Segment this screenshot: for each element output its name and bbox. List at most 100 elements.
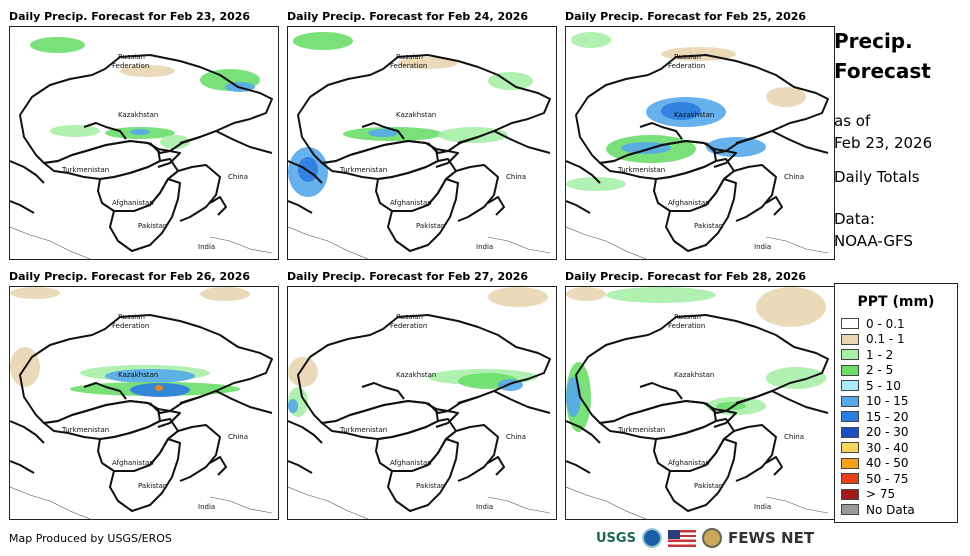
data-label: Data: bbox=[834, 210, 875, 228]
country-label-kazakhstan: Kazakhstan bbox=[396, 111, 436, 119]
country-border bbox=[167, 390, 273, 482]
coastline bbox=[288, 486, 551, 519]
precip-area bbox=[756, 287, 826, 327]
sidebar-info: Precip. Forecast as of Feb 23, 2026 Dail… bbox=[834, 26, 964, 252]
legend-swatch bbox=[841, 426, 859, 438]
precip-area bbox=[716, 402, 746, 410]
country-label-russia-line1: Russian bbox=[118, 53, 145, 61]
country-border bbox=[297, 54, 551, 164]
legend-swatch bbox=[841, 442, 859, 454]
precip-area bbox=[766, 367, 826, 389]
legend-swatch bbox=[841, 318, 859, 330]
country-border bbox=[109, 438, 181, 512]
map-frame: Russian Federation Kazakhstan Turkmenistan A… bbox=[287, 26, 557, 260]
precip-area bbox=[398, 57, 458, 69]
legend-item: 30 - 40 bbox=[841, 440, 957, 456]
country-label-china: China bbox=[784, 433, 804, 441]
legend-label: 5 - 10 bbox=[866, 378, 901, 393]
legend-label: No Data bbox=[866, 502, 915, 517]
coastline bbox=[288, 226, 551, 259]
country-border bbox=[566, 420, 783, 476]
coastline bbox=[10, 486, 273, 519]
country-label-pakistan: Pakistan bbox=[694, 482, 723, 490]
legend-label: 1 - 2 bbox=[866, 347, 894, 362]
precip-area bbox=[298, 157, 318, 182]
country-label-pakistan: Pakistan bbox=[416, 482, 445, 490]
country-label-turkmenistan: Turkmenistan bbox=[61, 166, 109, 174]
country-label-afghanistan: Afghanistan bbox=[112, 459, 154, 467]
precip-area bbox=[566, 377, 581, 417]
legend-swatch bbox=[841, 457, 859, 469]
country-label-russia-line2: Federation bbox=[390, 322, 427, 330]
legend-item: 1 - 2 bbox=[841, 347, 957, 363]
legend-label: 50 - 75 bbox=[866, 471, 909, 486]
legend-swatch bbox=[841, 488, 859, 500]
precip-area bbox=[10, 287, 60, 299]
precip-area bbox=[105, 369, 195, 383]
country-label-china: China bbox=[784, 173, 804, 181]
legend-label: 10 - 15 bbox=[866, 394, 909, 409]
panel-title: Daily Precip. Forecast for Feb 28, 2026 bbox=[565, 270, 807, 283]
country-label-turkmenistan: Turkmenistan bbox=[339, 426, 387, 434]
as-of-date: Feb 23, 2026 bbox=[834, 134, 933, 152]
country-label-russia-line2: Federation bbox=[112, 62, 149, 70]
legend-label: 20 - 30 bbox=[866, 425, 909, 440]
as-of-label: as of bbox=[834, 112, 871, 130]
coastline bbox=[10, 226, 273, 259]
sidebar-title-line2: Forecast bbox=[834, 59, 931, 83]
country-border bbox=[639, 382, 737, 428]
country-border bbox=[167, 130, 273, 222]
sidebar-title-line1: Precip. bbox=[834, 29, 913, 53]
legend-item: 0 - 0.1 bbox=[841, 316, 957, 332]
map-frame: Russian Federation Kazakhstan Turkmenistan A… bbox=[565, 26, 835, 260]
country-label-china: China bbox=[228, 433, 248, 441]
country-border bbox=[387, 178, 459, 252]
country-border bbox=[361, 122, 459, 168]
country-label-russia-line1: Russian bbox=[396, 313, 423, 321]
country-label-turkmenistan: Turkmenistan bbox=[61, 426, 109, 434]
legend-label: > 75 bbox=[866, 487, 896, 502]
legend-swatch bbox=[841, 333, 859, 345]
precip-area bbox=[50, 125, 100, 137]
legend-swatch bbox=[841, 473, 859, 485]
legend-item: > 75 bbox=[841, 487, 957, 503]
legend-swatch bbox=[841, 411, 859, 423]
country-border bbox=[445, 130, 551, 222]
country-label-china: China bbox=[506, 433, 526, 441]
legend-item: 5 - 10 bbox=[841, 378, 957, 394]
legend-label: 15 - 20 bbox=[866, 409, 909, 424]
country-label-russia-line2: Federation bbox=[668, 322, 705, 330]
country-border bbox=[10, 160, 227, 216]
country-label-afghanistan: Afghanistan bbox=[668, 199, 710, 207]
country-label-russia-line1: Russian bbox=[118, 313, 145, 321]
legend-title: PPT (mm) bbox=[857, 294, 935, 310]
precip-area bbox=[571, 32, 611, 48]
country-label-russia-line1: Russian bbox=[674, 313, 701, 321]
country-label-afghanistan: Afghanistan bbox=[668, 459, 710, 467]
country-label-india: India bbox=[198, 243, 215, 251]
country-border bbox=[566, 160, 783, 216]
us-flag-icon bbox=[667, 529, 696, 547]
precip-area bbox=[160, 135, 190, 149]
country-label-pakistan: Pakistan bbox=[138, 222, 167, 230]
precip-area bbox=[766, 87, 806, 107]
legend-swatch bbox=[841, 364, 859, 376]
precip-area bbox=[155, 385, 163, 391]
country-label-russia-line2: Federation bbox=[112, 322, 149, 330]
panel-title: Daily Precip. Forecast for Feb 26, 2026 bbox=[9, 270, 251, 283]
country-label-turkmenistan: Turkmenistan bbox=[617, 166, 665, 174]
country-label-kazakhstan: Kazakhstan bbox=[396, 371, 436, 379]
country-label-india: India bbox=[198, 503, 215, 511]
country-label-kazakhstan: Kazakhstan bbox=[674, 111, 714, 119]
fews-net-logo: FEWS NET bbox=[727, 529, 815, 547]
country-border bbox=[361, 382, 459, 428]
legend-label: 2 - 5 bbox=[866, 363, 894, 378]
precip-area bbox=[661, 102, 701, 120]
usgs-logo: USGS bbox=[596, 530, 636, 546]
country-label-pakistan: Pakistan bbox=[694, 222, 723, 230]
legend-item: 40 - 50 bbox=[841, 456, 957, 472]
country-label-kazakhstan: Kazakhstan bbox=[118, 111, 158, 119]
map-frame: Russian Federation Kazakhstan Turkmenistan A… bbox=[9, 26, 279, 260]
legend-label: 30 - 40 bbox=[866, 440, 909, 455]
